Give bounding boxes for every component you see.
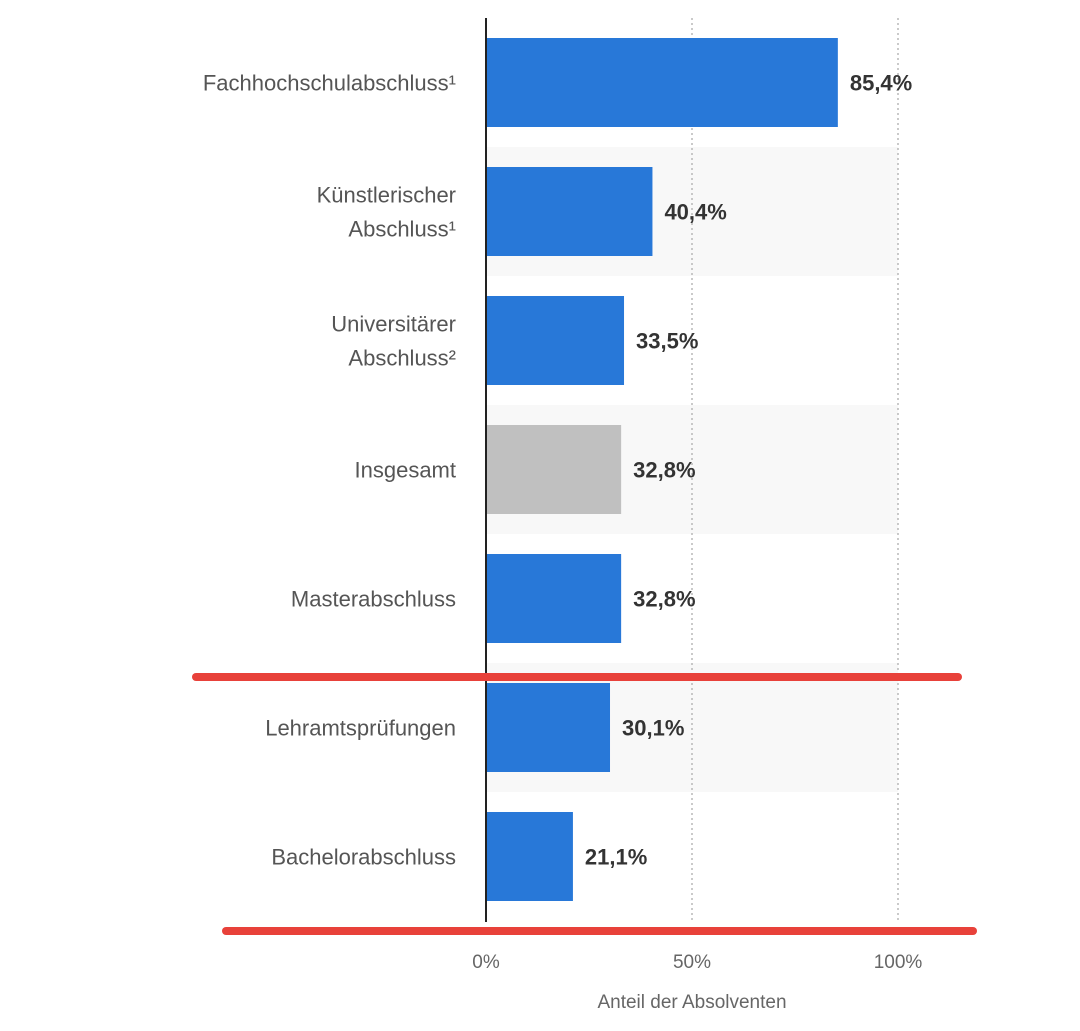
category-label: Bachelorabschluss — [271, 845, 456, 870]
bar — [486, 296, 625, 385]
category-label: Insgesamt — [355, 458, 457, 483]
x-tick-labels: 0% 50% 100% — [472, 952, 922, 973]
category-label: Universitärer Abschluss² — [331, 312, 456, 371]
category-labels: Fachhochschulabschluss¹ Künstlerischer Abs… — [203, 71, 456, 870]
annotations — [192, 673, 977, 935]
category-label: Fachhochschulabschluss¹ — [203, 71, 456, 96]
x-tick-label: 50% — [673, 952, 711, 973]
x-tick-label: 100% — [874, 952, 923, 973]
gridlines — [691, 18, 899, 921]
bar — [486, 425, 622, 514]
bars — [486, 38, 838, 901]
x-axis-title: Anteil der Absolventen — [597, 992, 786, 1013]
value-label: 21,1% — [585, 845, 647, 870]
bar — [486, 38, 838, 127]
value-label: 32,8% — [633, 458, 695, 483]
value-label: 85,4% — [850, 71, 912, 96]
value-label: 40,4% — [664, 200, 726, 225]
value-labels: 85,4% 40,4% 33,5% 32,8% 32,8% 30,1% 21,1% — [585, 71, 912, 870]
category-label: Lehramtsprüfungen — [265, 716, 456, 741]
bar — [486, 683, 611, 772]
bar — [486, 812, 573, 901]
bar — [486, 167, 653, 256]
x-tick-label: 0% — [472, 952, 500, 973]
value-label: 33,5% — [636, 329, 698, 354]
bar — [486, 554, 622, 643]
value-label: 32,8% — [633, 587, 695, 612]
category-label: Masterabschluss — [291, 587, 456, 612]
value-label: 30,1% — [622, 716, 684, 741]
category-label: Künstlerischer Abschluss¹ — [317, 183, 456, 242]
